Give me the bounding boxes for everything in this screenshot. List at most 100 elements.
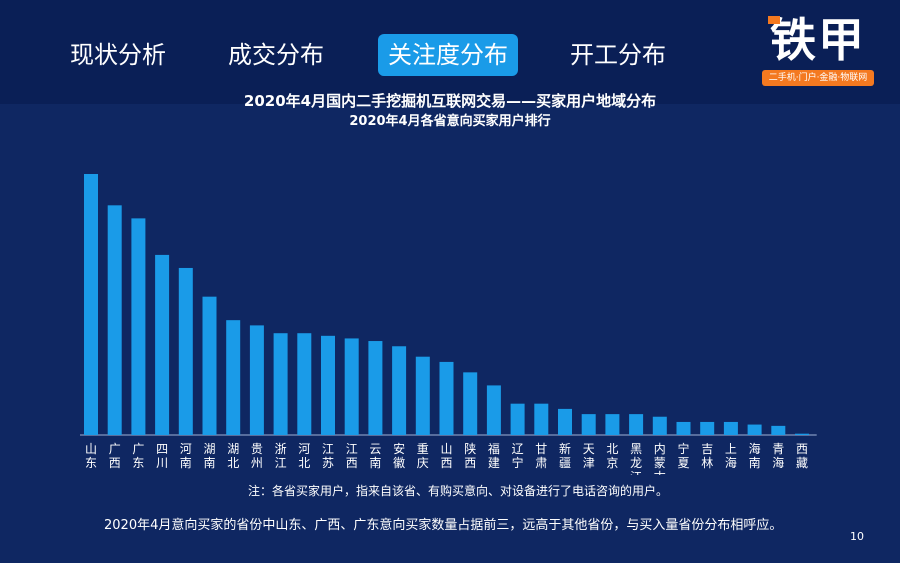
x-tick-label-14-1: 庆 xyxy=(417,456,429,470)
bar-13 xyxy=(392,346,407,435)
x-tick-label-16-0: 陕 xyxy=(464,441,476,456)
tab-deal-distribution[interactable]: 成交分布 xyxy=(228,41,324,69)
x-tick-label-19-1: 肃 xyxy=(535,456,547,470)
x-tick-label-26-1: 林 xyxy=(701,456,713,470)
bar-16 xyxy=(463,372,478,435)
x-tick-label-11-1: 西 xyxy=(346,456,358,470)
bar-20 xyxy=(558,408,572,435)
bar-25 xyxy=(676,421,691,435)
x-tick-label-29-0: 青 xyxy=(772,442,784,456)
logo-tagline: 二手机·门户·金融·物联网 xyxy=(762,70,874,86)
bar-1 xyxy=(107,205,122,435)
x-tick-label-27-1: 海 xyxy=(725,455,737,470)
bar-21 xyxy=(581,414,596,435)
bar-19 xyxy=(534,403,549,435)
x-tick-label-15-0: 山 xyxy=(440,442,452,456)
x-tick-label-12-0: 云 xyxy=(369,442,381,456)
bar-28 xyxy=(747,424,762,435)
x-tick-label-23-2: 江 xyxy=(630,470,642,475)
x-tick-label-24-2: 古 xyxy=(654,469,666,475)
tab-work-distribution[interactable]: 开工分布 xyxy=(570,41,666,69)
bar-11 xyxy=(344,338,359,435)
bar-22 xyxy=(605,414,620,435)
tab-status-analysis[interactable]: 现状分析 xyxy=(70,41,166,69)
bar-14 xyxy=(415,356,430,435)
x-tick-label-0-1: 东 xyxy=(85,456,97,470)
page-number: 10 xyxy=(850,530,864,543)
x-tick-label-7-1: 州 xyxy=(251,456,263,470)
x-tick-label-30-0: 西 xyxy=(796,442,808,456)
x-tick-label-13-1: 徽 xyxy=(393,455,405,470)
brand-logo: 铁甲 二手机·门户·金融·物联网 xyxy=(762,12,874,88)
x-tick-label-10-1: 苏 xyxy=(322,456,334,470)
x-tick-label-28-0: 海 xyxy=(749,441,761,456)
bar-9 xyxy=(297,333,312,435)
x-tick-label-9-0: 河 xyxy=(298,442,310,456)
x-tick-label-4-0: 河 xyxy=(180,442,192,456)
x-tick-label-4-1: 南 xyxy=(180,455,192,470)
bar-26 xyxy=(700,421,715,435)
x-tick-label-14-0: 重 xyxy=(417,442,429,456)
x-tick-label-2-0: 广 xyxy=(132,442,144,456)
bar-chart: 山东广西广东四川河南湖南湖北贵州浙江河北江苏江西云南安徽重庆山西陕西福建辽宁甘肃… xyxy=(80,174,817,475)
chart-note: 注：各省买家用户，指来自该省、有购买意向、对设备进行了电话咨询的用户。 xyxy=(248,484,669,498)
x-tick-label-1-1: 西 xyxy=(109,456,121,470)
bar-10 xyxy=(321,335,335,435)
x-tick-label-2-1: 东 xyxy=(132,456,144,470)
logo-text: 铁甲 xyxy=(770,13,866,67)
x-tick-label-11-0: 江 xyxy=(346,442,358,456)
x-tick-label-28-1: 南 xyxy=(749,455,761,470)
chart-title: 2020年4月国内二手挖掘机互联网交易——买家用户地域分布 xyxy=(243,92,657,110)
x-tick-label-19-0: 甘 xyxy=(535,442,547,456)
bar-18 xyxy=(510,403,525,435)
logo-accent-icon xyxy=(768,16,780,24)
x-tick-label-29-1: 海 xyxy=(772,455,784,470)
x-tick-label-27-0: 上 xyxy=(725,442,737,456)
x-tick-label-13-0: 安 xyxy=(393,441,405,456)
bar-17 xyxy=(486,385,501,435)
x-tick-label-20-0: 新 xyxy=(559,441,571,456)
x-tick-label-26-0: 吉 xyxy=(701,442,713,456)
x-tick-label-5-0: 湖 xyxy=(203,441,215,456)
bar-8 xyxy=(273,333,288,435)
bar-6 xyxy=(226,320,241,435)
x-tick-label-30-1: 藏 xyxy=(796,456,808,470)
x-tick-label-18-0: 辽 xyxy=(512,442,524,456)
bar-4 xyxy=(178,267,193,435)
x-tick-label-23-1: 龙 xyxy=(630,456,642,470)
x-tick-label-17-1: 建 xyxy=(488,456,500,470)
x-tick-label-0-0: 山 xyxy=(85,442,97,456)
x-tick-label-1-0: 广 xyxy=(109,442,121,456)
x-tick-label-6-1: 北 xyxy=(227,456,239,470)
chart-subtitle: 2020年4月各省意向买家用户排行 xyxy=(349,114,551,129)
x-tick-label-22-1: 京 xyxy=(606,456,618,470)
x-tick-label-10-0: 江 xyxy=(322,442,334,456)
x-tick-label-8-0: 浙 xyxy=(275,442,287,456)
x-tick-label-21-0: 天 xyxy=(583,442,595,456)
x-tick-label-17-0: 福 xyxy=(488,441,500,456)
bar-2 xyxy=(131,218,146,435)
x-tick-label-7-0: 贵 xyxy=(251,442,263,456)
bar-29 xyxy=(771,425,786,435)
bar-3 xyxy=(155,254,170,435)
x-tick-label-20-1: 疆 xyxy=(559,456,571,470)
bar-30 xyxy=(795,433,809,435)
x-tick-label-21-1: 津 xyxy=(583,456,595,470)
x-tick-label-3-0: 四 xyxy=(156,442,168,456)
x-tick-label-22-0: 北 xyxy=(606,442,618,456)
bar-27 xyxy=(723,421,738,435)
x-tick-label-5-1: 南 xyxy=(203,455,215,470)
x-tick-label-24-0: 内 xyxy=(654,442,666,456)
x-tick-label-25-1: 夏 xyxy=(677,456,689,470)
x-tick-label-24-1: 蒙 xyxy=(654,456,666,470)
bar-5 xyxy=(202,296,217,435)
bar-12 xyxy=(368,341,383,435)
x-tick-label-15-1: 西 xyxy=(440,456,452,470)
summary-text: 2020年4月意向买家的省份中山东、广西、广东意向买家数量占据前三，远高于其他省… xyxy=(104,518,783,533)
x-tick-label-3-1: 川 xyxy=(156,456,168,470)
x-tick-label-8-1: 江 xyxy=(275,456,287,470)
tab-attention-distribution[interactable]: 关注度分布 xyxy=(378,34,518,76)
bar-24 xyxy=(652,416,667,435)
x-tick-label-6-0: 湖 xyxy=(227,441,239,456)
x-tick-label-12-1: 南 xyxy=(369,455,381,470)
